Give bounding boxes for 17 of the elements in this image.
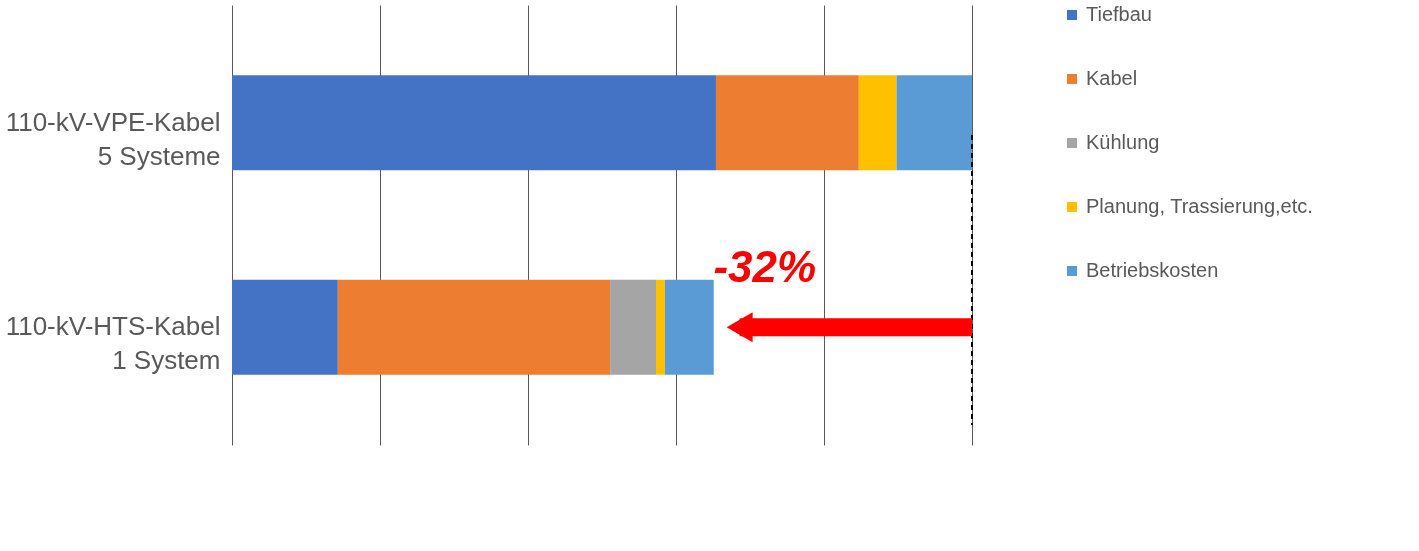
annotation: -32% — [713, 242, 817, 291]
y-tick-label: 110-kV-HTS-Kabel 1 System — [5, 311, 221, 376]
legend-label: Tiefbau — [1086, 3, 1152, 25]
bar — [896, 75, 972, 171]
legend-label: Planung, Trassierung,etc. — [1086, 195, 1313, 217]
bar — [715, 75, 859, 171]
legend-label: Betriebskosten — [1086, 259, 1219, 281]
bar — [664, 279, 714, 375]
y-tick-label: 110-kV-VPE-Kabel 5 Systeme — [5, 106, 221, 171]
legend-label: Kühlung — [1086, 131, 1160, 153]
bar — [337, 279, 611, 375]
bar — [232, 279, 338, 375]
bar — [610, 279, 657, 375]
bar — [858, 75, 897, 171]
bar — [656, 279, 665, 375]
bar — [232, 75, 716, 171]
legend-label: Kabel — [1086, 67, 1138, 89]
